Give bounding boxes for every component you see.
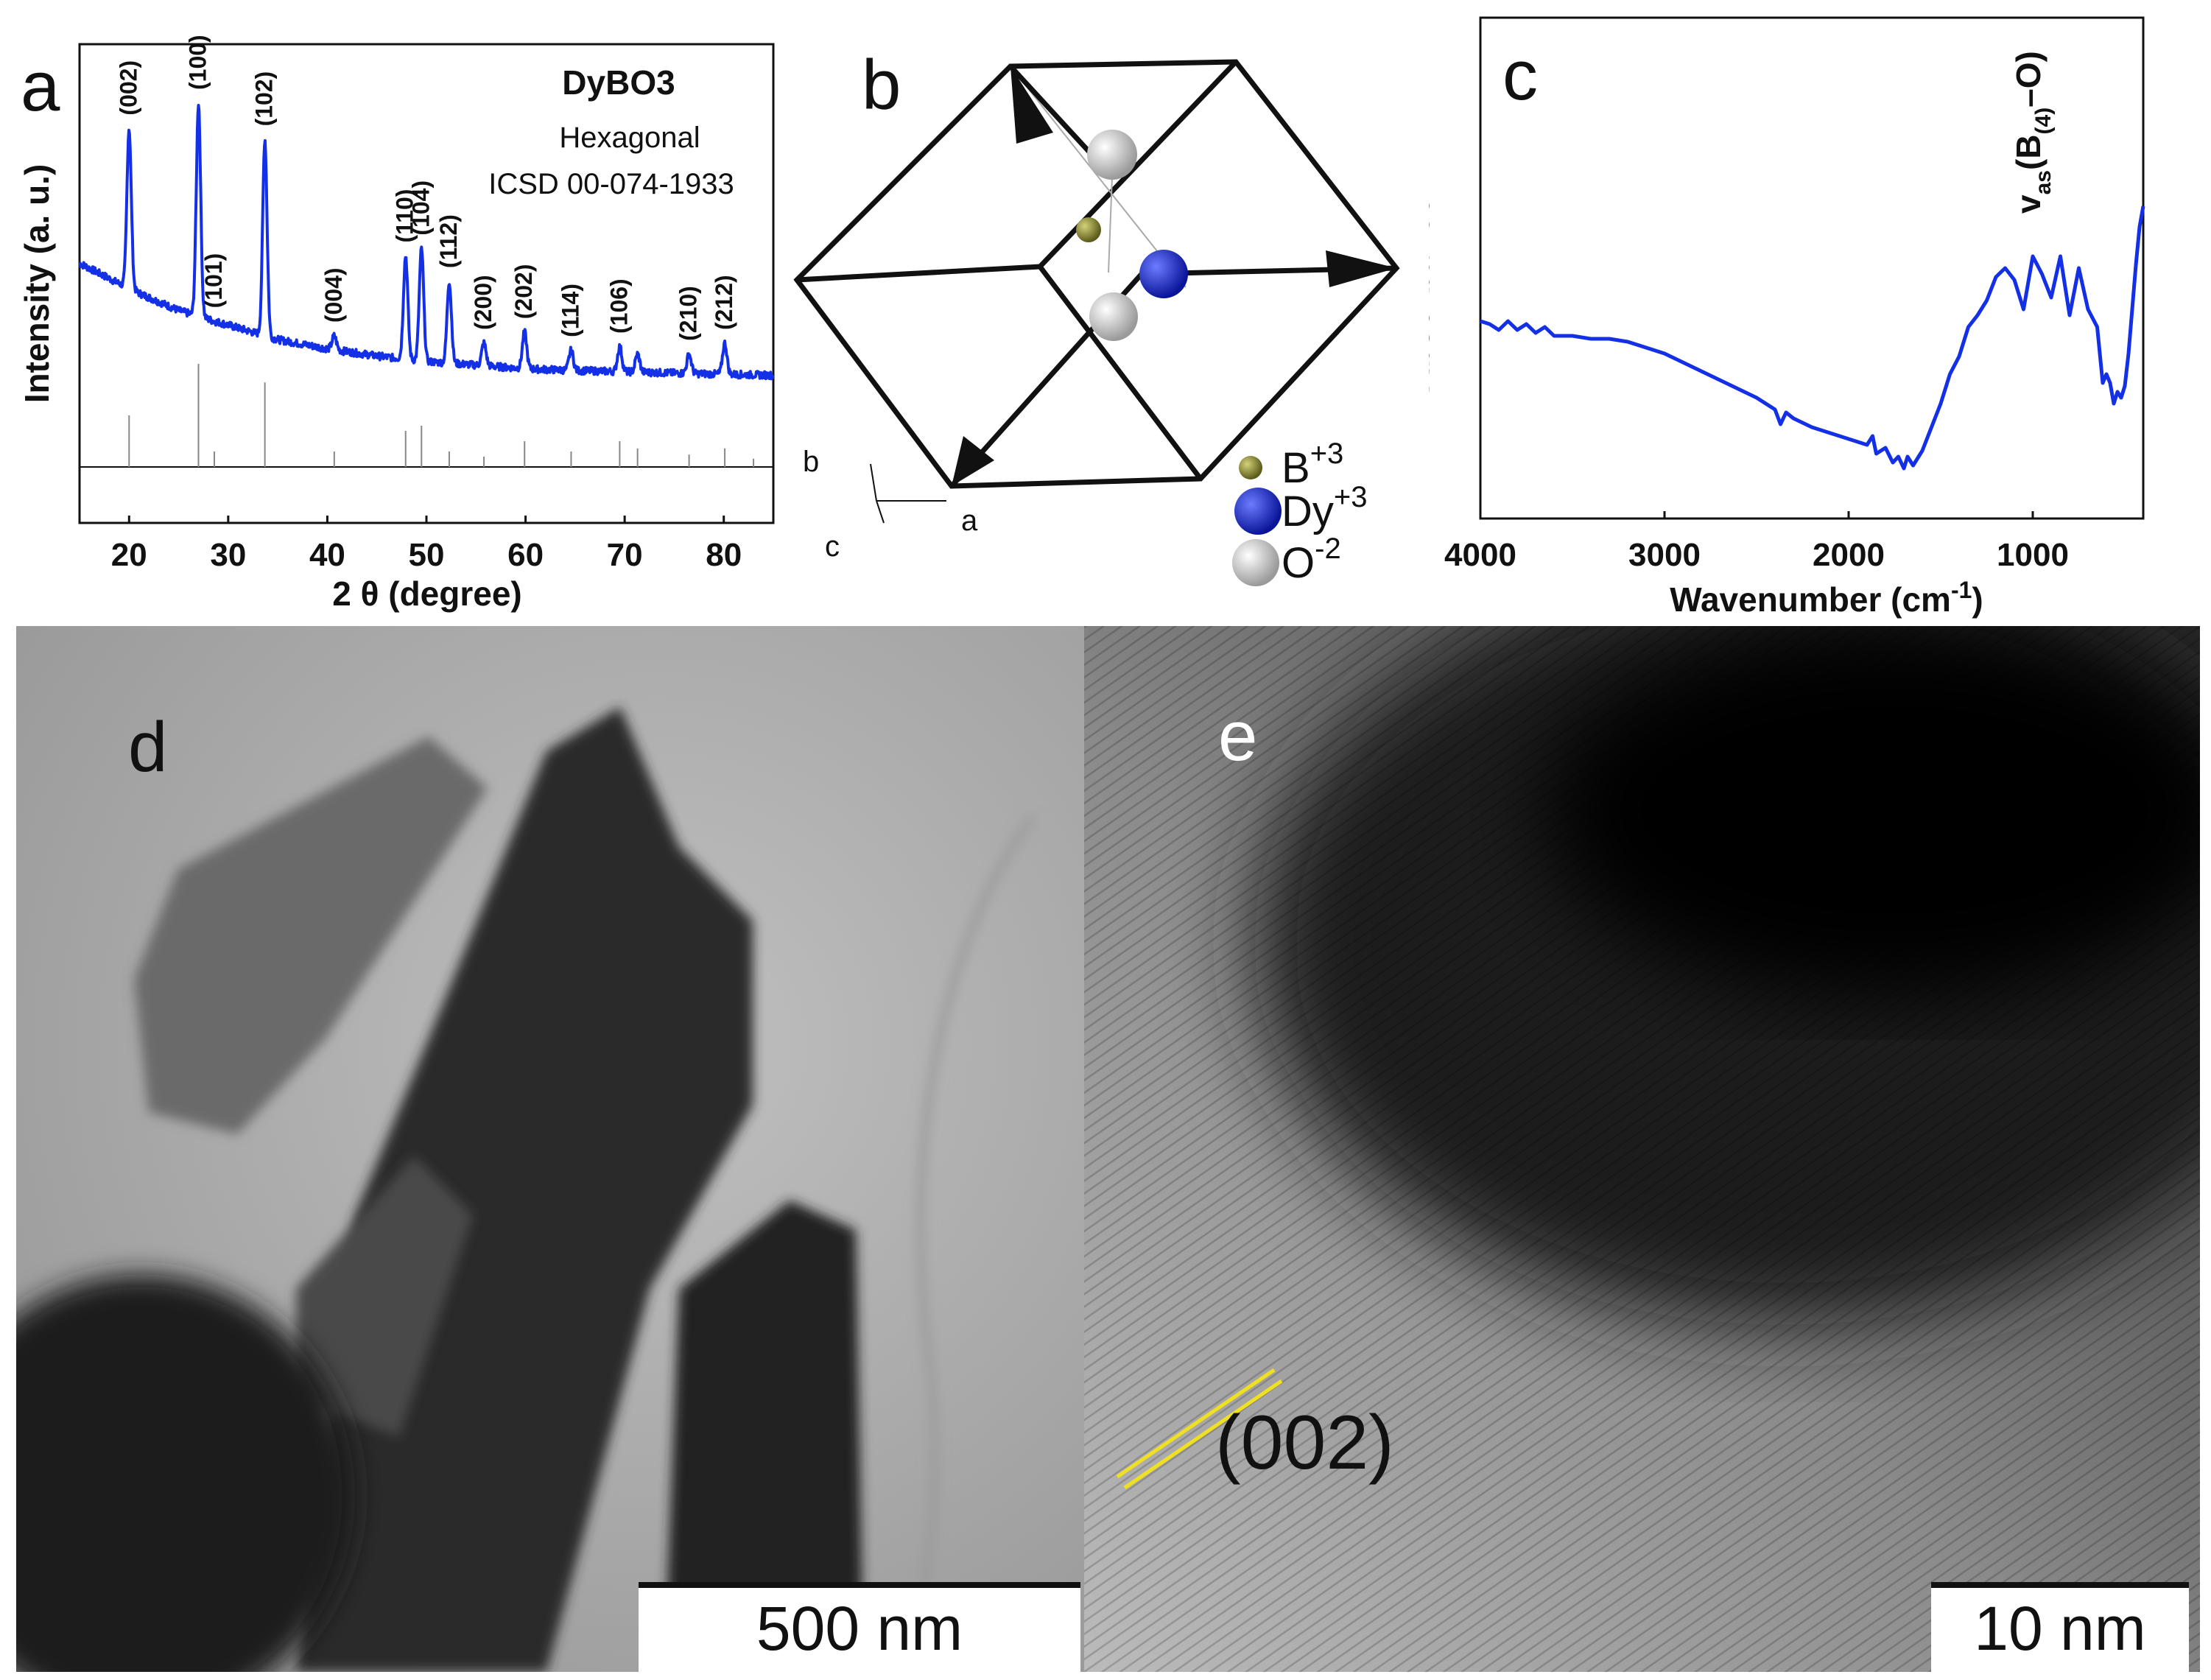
xrd-peak-label-5: (110) — [392, 189, 418, 243]
tem-micrograph — [16, 626, 1084, 1672]
cell-edge-2 — [1038, 60, 1238, 269]
panel-e-hrtem-image: e (002) 10 nm — [1084, 626, 2200, 1672]
panel-letter-a: a — [21, 47, 60, 126]
ftir-x-tick-label-0: 4000 — [1444, 537, 1516, 573]
xrd-x-tick-label-4: 60 — [507, 537, 544, 573]
legend-o-charge: -2 — [1315, 533, 1341, 565]
panel-b-crystal-structure: b b a c B+3 Dy+3 O-2 — [793, 46, 1400, 587]
bond-line-2 — [1108, 176, 1113, 273]
xrd-title: DyBO3 — [562, 63, 675, 102]
legend-dy-element: Dy — [1282, 488, 1334, 535]
xrd-x-tick-label-6: 80 — [706, 537, 742, 573]
legend-b-swatch — [1239, 456, 1262, 479]
unit-cell-edges — [793, 59, 1400, 489]
xrd-x-tick-label-2: 40 — [309, 537, 345, 573]
dysprosium-atom — [1139, 250, 1188, 298]
xrd-peak-label-14: (212) — [711, 275, 737, 330]
xrd-peak-label-4: (004) — [320, 267, 347, 323]
particle-upper-left — [134, 737, 488, 1134]
particle-lower-right — [664, 1201, 863, 1672]
legend-dy-label: Dy+3 — [1282, 481, 1368, 535]
atom-legend: B+3 Dy+3 O-2 — [1232, 437, 1368, 587]
legend-b-element: B — [1282, 444, 1310, 492]
legend-o-label: O-2 — [1282, 533, 1341, 587]
cell-edge-1 — [796, 264, 1041, 283]
panel-letter-b: b — [862, 46, 901, 124]
xrd-peak-label-8: (200) — [470, 275, 496, 330]
xrd-title-text: DyBO3 — [562, 63, 675, 102]
xrd-plot-frame — [78, 43, 775, 524]
ftir-x-tick-label-1: 3000 — [1628, 537, 1701, 573]
legend-dy-swatch — [1234, 488, 1282, 535]
panel-letter-c: c — [1502, 36, 1538, 115]
legend-b-label: B+3 — [1282, 437, 1343, 492]
xrd-x-tick-label-3: 50 — [409, 537, 445, 573]
ftir-x-axis-label: Wavenumber (cm-1) — [1670, 577, 1983, 619]
xrd-x-tick-label-1: 30 — [210, 537, 246, 573]
oxygen-atom-top — [1087, 130, 1137, 180]
boron-atom — [1076, 217, 1101, 242]
ftir-plot-frame — [1479, 16, 2145, 520]
fringe-marker-line-1 — [1116, 1368, 1276, 1479]
panel-a-xrd-chart: a (002) (100)(101)(102)(004)(110)(104)(11… — [18, 35, 775, 613]
panel-d-tem-image: d 500 nm — [16, 626, 1084, 1672]
xrd-peak-label-6: (104) — [407, 180, 434, 236]
ftir-y-axis-label: Absorbance — [1429, 197, 1436, 393]
xrd-annotation-crystal: Hexagonal — [559, 122, 700, 154]
orientation-label-a: a — [961, 505, 978, 537]
ftir-series-line — [1480, 205, 2145, 471]
orientation-b-line — [870, 463, 877, 502]
xrd-y-axis-label: Intensity (a. u.) — [18, 164, 56, 404]
orientation-label-c: c — [825, 530, 840, 563]
fringe-plane-label: (002) — [1215, 1400, 1394, 1486]
particle-central-rod — [296, 707, 753, 1672]
bond-line-1 — [1010, 66, 1187, 288]
xrd-annotation-icsd: ICSD 00-074-1933 — [488, 168, 734, 200]
axis-arrowhead-b — [1010, 66, 1053, 144]
cell-edge-3 — [1038, 264, 1203, 481]
scale-bar-500nm: 500 nm — [639, 1582, 1080, 1672]
fringe-marker-line-2 — [1123, 1379, 1283, 1490]
xrd-peak-label-1: (100) — [184, 35, 211, 90]
axis-arrowhead-c — [952, 436, 994, 486]
xrd-reference-lines — [128, 364, 755, 467]
legend-o-element: O — [1282, 539, 1315, 587]
xrd-peak-labels: (002) (100) (101) (102) (004) (110)(104)(112)… — [115, 35, 737, 341]
ftir-x-tick-label-2: 2000 — [1813, 537, 1885, 573]
xrd-x-tick-label-5: 70 — [607, 537, 643, 573]
particle-mid-fragment — [296, 1156, 473, 1436]
oxygen-atom-bottom — [1089, 292, 1138, 341]
hrtem-micrograph — [1084, 626, 2200, 1672]
scale-bar-10nm-label: 10 nm — [1974, 1594, 2146, 1663]
xrd-peak-label-9: (202) — [510, 264, 537, 320]
panel-letter-d: d — [128, 708, 168, 787]
scale-bar-10nm: 10 nm — [1931, 1582, 2189, 1672]
legend-b-charge: +3 — [1310, 437, 1344, 470]
xrd-x-ticks: 20 30 40 50 60 70 80 — [111, 516, 742, 573]
xrd-peak-label-0: (002) — [115, 60, 141, 116]
ftir-x-ticks: 4000 3000 2000 1000 — [1444, 511, 2069, 573]
xrd-x-axis-label: 2 θ (degree) — [332, 574, 522, 613]
ftir-x-tick-label-3: 1000 — [1997, 537, 2069, 573]
xrd-peak-label-13: (210) — [675, 286, 702, 341]
orientation-indicator: b a c — [803, 446, 978, 563]
axis-arrowhead-a — [1326, 250, 1396, 287]
xrd-peak-label-10: (114) — [557, 284, 583, 337]
ftir-band-annotation: vas(B(4)–O) — [2009, 51, 2056, 214]
lattice-fringes — [1084, 626, 2200, 1672]
xrd-x-tick-label-0: 20 — [111, 537, 147, 573]
particle-lower-left — [16, 1274, 355, 1672]
xrd-peak-label-7: (112) — [435, 214, 462, 268]
panel-c-ftir-chart: c 4000 3000 2000 1000 Wavenumber (cm-1) Abs… — [1429, 16, 2145, 619]
orientation-c-line — [876, 500, 885, 524]
xrd-series-line — [78, 104, 775, 381]
legend-dy-charge: +3 — [1334, 481, 1368, 513]
panel-letter-e: e — [1218, 697, 1258, 776]
scale-bar-500nm-label: 500 nm — [756, 1594, 963, 1663]
orientation-label-b: b — [803, 446, 819, 478]
legend-o-swatch — [1232, 539, 1279, 586]
xrd-peak-label-11: (106) — [605, 278, 632, 334]
xrd-peak-label-3: (102) — [251, 71, 278, 127]
xrd-peak-label-2: (101) — [200, 253, 227, 309]
